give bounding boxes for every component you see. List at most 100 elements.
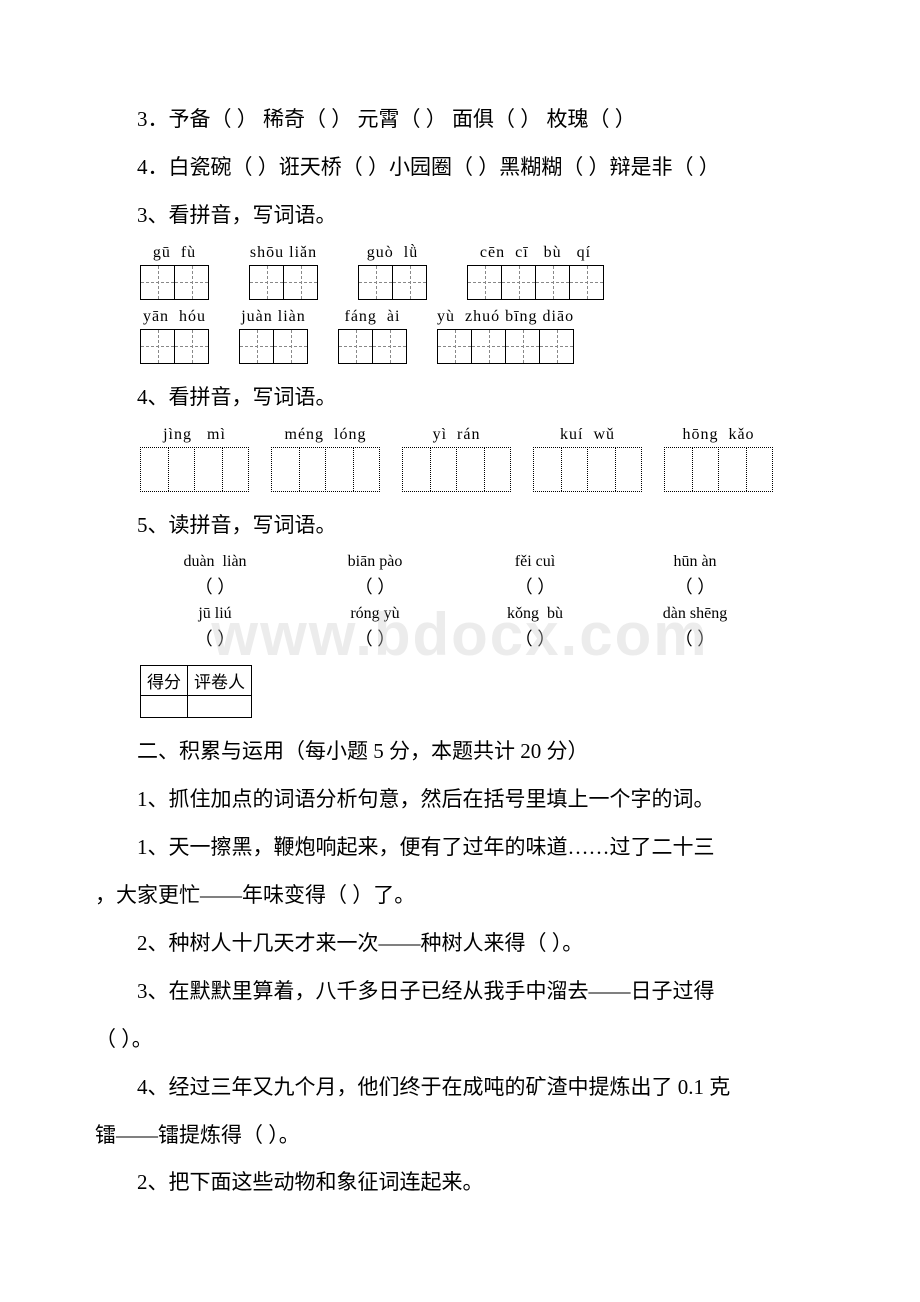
char-box[interactable]: [501, 265, 536, 300]
char-boxes: [140, 447, 249, 492]
char-box[interactable]: [140, 329, 175, 364]
pinyin-group: kuí wǔ: [533, 426, 642, 492]
pinyin-label: jū liú: [198, 605, 231, 623]
question-4: 4．白瓷碗（ ）诳天桥（ ）小园圈（ ）黑糊糊（ ）辩是非（ ）: [95, 148, 825, 188]
char-boxes: [271, 447, 380, 492]
section-2-header: 二、积累与运用（每小题 5 分，本题共计 20 分）: [95, 732, 825, 772]
s2-q1-4: 4、经过三年又九个月，他们终于在成吨的矿渣中提炼出了 0.1 克: [95, 1068, 825, 1108]
pinyin-group: yān hóu: [140, 308, 209, 364]
pinyin-label: fěi cuì: [515, 553, 555, 571]
paren-group: kǒng bù （ ）: [475, 605, 595, 651]
char-box[interactable]: [358, 265, 393, 300]
pinyin-group: cēn cī bù qí: [467, 244, 604, 300]
reviewer-label: 评卷人: [188, 666, 252, 696]
paren-row-5a: duàn liàn （ ） biān pào （ ） fěi cuì （ ） h…: [155, 553, 825, 599]
answer-blank[interactable]: （ ）: [355, 625, 396, 651]
reviewer-cell[interactable]: [188, 696, 252, 718]
char-box[interactable]: [283, 265, 318, 300]
answer-blank[interactable]: （ ）: [675, 573, 716, 599]
section-3-title: 3、看拼音，写词语。: [95, 196, 825, 236]
char-box[interactable]: [456, 447, 511, 492]
pinyin-label: kuí wǔ: [560, 426, 615, 444]
paren-group: fěi cuì （ ）: [475, 553, 595, 599]
s2-q1-1: 1、天一擦黑，鞭炮响起来，便有了过年的味道……过了二十三: [95, 828, 825, 868]
pinyin-label: gū fù: [153, 244, 196, 262]
char-box[interactable]: [325, 447, 380, 492]
score-label: 得分: [141, 666, 188, 696]
char-box[interactable]: [392, 265, 427, 300]
char-boxes: [467, 265, 604, 300]
s2-q1-3-cont: （ ）。: [95, 1020, 825, 1060]
paren-group: róng yù （ ）: [315, 605, 435, 651]
pinyin-label: dàn shēng: [663, 605, 727, 623]
pinyin-label: hūn àn: [673, 553, 716, 571]
char-boxes: [140, 329, 209, 364]
paren-group: hūn àn （ ）: [635, 553, 755, 599]
char-box[interactable]: [505, 329, 540, 364]
char-box[interactable]: [467, 265, 502, 300]
pinyin-row-3a: gū fù shōu liǎn guò lǜ cēn cī bù qí: [140, 244, 825, 300]
answer-blank[interactable]: （ ）: [515, 625, 556, 651]
s2-q1-4-cont: 镭——镭提炼得（ ）。: [95, 1116, 825, 1156]
score-cell[interactable]: [141, 696, 188, 718]
char-box[interactable]: [140, 447, 195, 492]
char-boxes: [533, 447, 642, 492]
char-box[interactable]: [718, 447, 773, 492]
char-box[interactable]: [539, 329, 574, 364]
pinyin-group: gū fù: [140, 244, 209, 300]
char-box[interactable]: [664, 447, 719, 492]
pinyin-group: méng lóng: [271, 426, 380, 492]
paren-group: jū liú （ ）: [155, 605, 275, 651]
s2-q1-2: 2、种树人十几天才来一次——种树人来得（ ）。: [95, 924, 825, 964]
section-4-title: 4、看拼音，写词语。: [95, 378, 825, 418]
pinyin-label: duàn liàn: [183, 553, 246, 571]
char-box[interactable]: [140, 265, 175, 300]
answer-blank[interactable]: （ ）: [515, 573, 556, 599]
char-box[interactable]: [249, 265, 284, 300]
question-3: 3．予备（ ） 稀奇（ ） 元霄（ ） 面俱（ ） 枚瑰（ ）: [95, 100, 825, 140]
score-table: 得分 评卷人: [140, 665, 252, 718]
char-box[interactable]: [535, 265, 570, 300]
pinyin-label: guò lǜ: [367, 244, 418, 262]
pinyin-group: yì rán: [402, 426, 511, 492]
char-box[interactable]: [239, 329, 274, 364]
s2-q2: 2、把下面这些动物和象征词连起来。: [95, 1163, 825, 1203]
pinyin-label: jìng mì: [163, 426, 226, 444]
char-box[interactable]: [587, 447, 642, 492]
pinyin-label: biān pào: [348, 553, 403, 571]
char-box[interactable]: [533, 447, 588, 492]
char-boxes: [239, 329, 308, 364]
char-boxes: [664, 447, 773, 492]
answer-blank[interactable]: （ ）: [675, 625, 716, 651]
char-box[interactable]: [471, 329, 506, 364]
s2-q1-prompt: 1、抓住加点的词语分析句意，然后在括号里填上一个字的词。: [95, 780, 825, 820]
pinyin-label: fáng ài: [345, 308, 401, 326]
pinyin-row-4: jìng mì méng lóng yì rán kuí wǔ hōng kǎo: [140, 426, 825, 492]
pinyin-label: shōu liǎn: [250, 244, 317, 262]
pinyin-label: kǒng bù: [507, 605, 563, 623]
char-box[interactable]: [174, 265, 209, 300]
pinyin-group: yù zhuó bīng diāo: [437, 308, 574, 364]
pinyin-label: cēn cī bù qí: [480, 244, 591, 262]
pinyin-label: méng lóng: [285, 426, 367, 444]
answer-blank[interactable]: （ ）: [355, 573, 396, 599]
char-box[interactable]: [569, 265, 604, 300]
char-box[interactable]: [338, 329, 373, 364]
char-boxes: [358, 265, 427, 300]
char-box[interactable]: [273, 329, 308, 364]
pinyin-label: juàn liàn: [241, 308, 306, 326]
char-box[interactable]: [174, 329, 209, 364]
char-box[interactable]: [194, 447, 249, 492]
paren-group: biān pào （ ）: [315, 553, 435, 599]
char-box[interactable]: [372, 329, 407, 364]
pinyin-group: jìng mì: [140, 426, 249, 492]
char-boxes: [402, 447, 511, 492]
answer-blank[interactable]: （ ）: [195, 625, 236, 651]
answer-blank[interactable]: （ ）: [195, 573, 236, 599]
char-box[interactable]: [271, 447, 326, 492]
char-boxes: [338, 329, 407, 364]
char-box[interactable]: [437, 329, 472, 364]
pinyin-label: yān hóu: [143, 308, 206, 326]
pinyin-row-3b: yān hóu juàn liàn fáng ài yù zhuó bīng d…: [140, 308, 825, 364]
char-box[interactable]: [402, 447, 457, 492]
